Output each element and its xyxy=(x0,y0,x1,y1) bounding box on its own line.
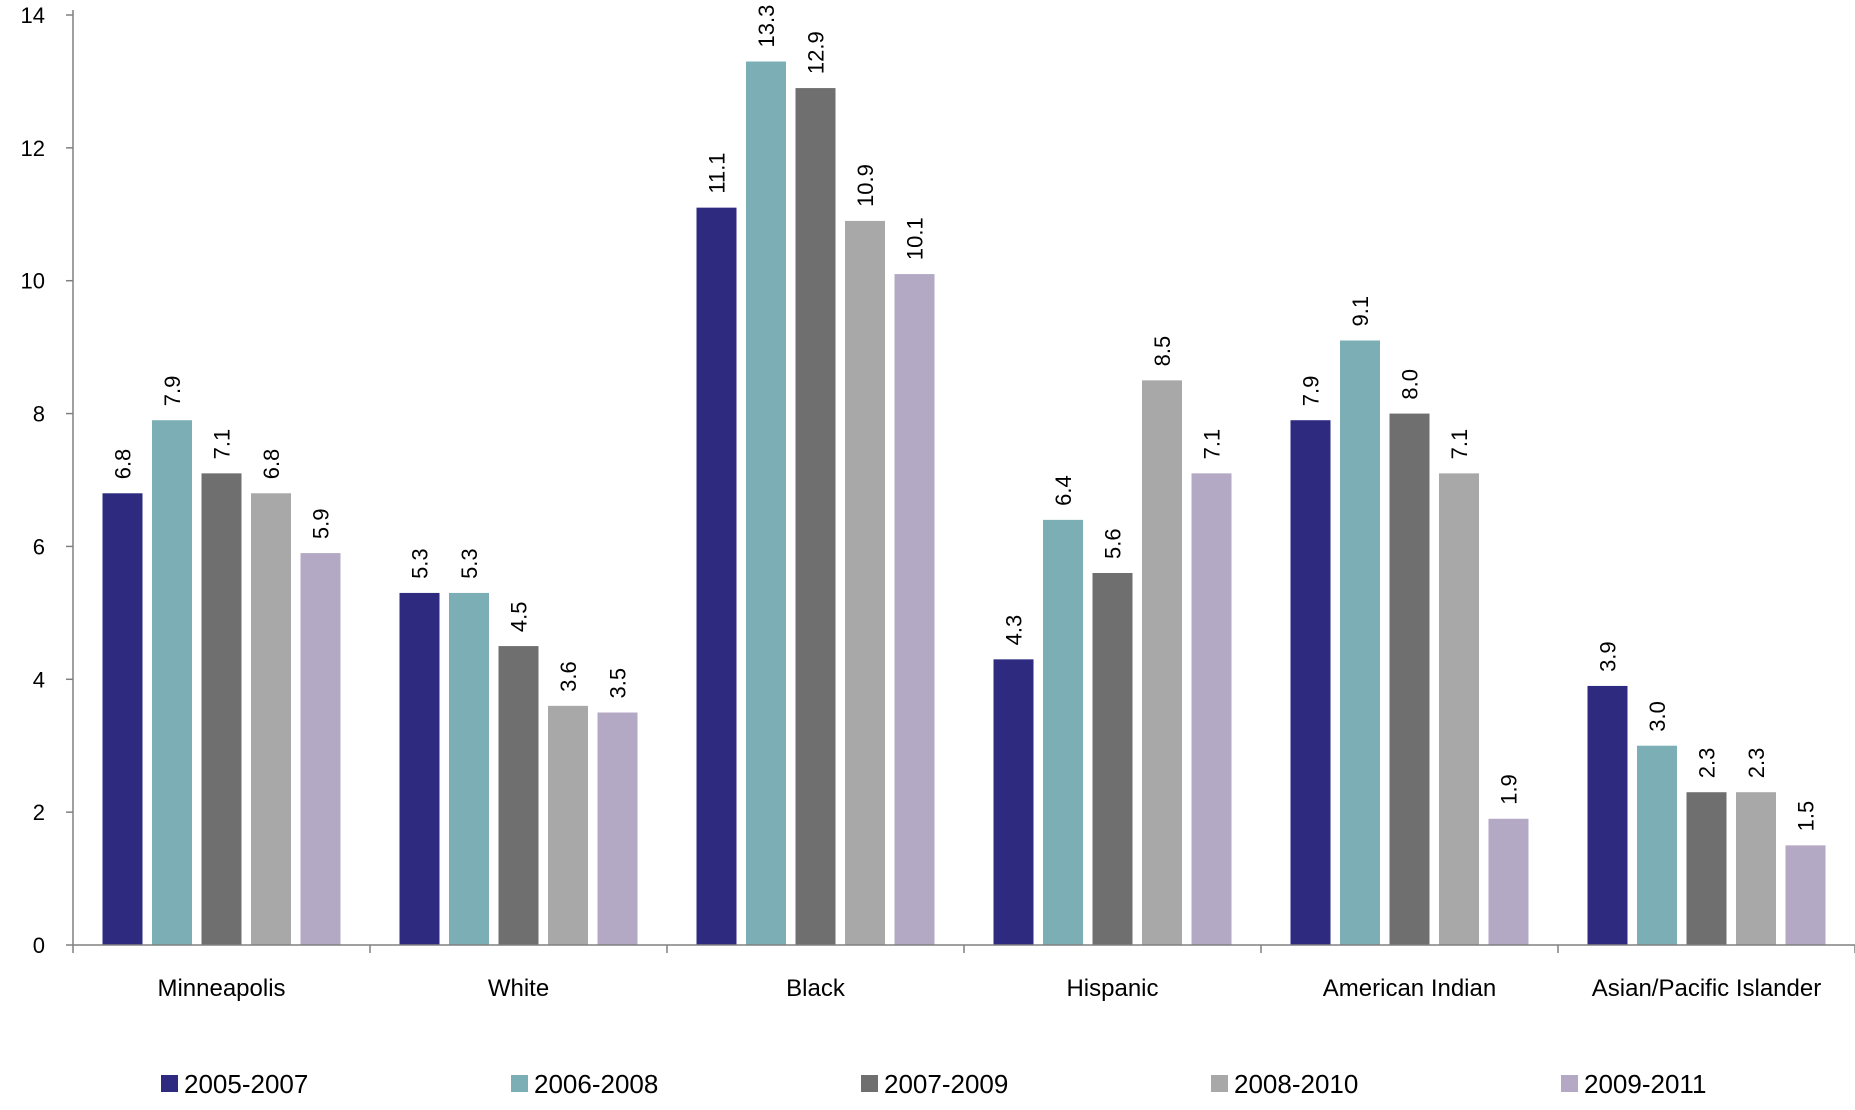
bar xyxy=(1637,745,1677,945)
bar xyxy=(1587,685,1628,945)
bar xyxy=(1785,845,1826,945)
y-tick-label: 14 xyxy=(21,3,45,28)
data-label: 6.8 xyxy=(111,449,136,480)
data-label: 7.9 xyxy=(1299,376,1324,407)
bar xyxy=(894,274,935,946)
bar xyxy=(993,659,1034,945)
bar xyxy=(845,220,885,945)
legend-entry: 2009-2011 xyxy=(1584,1069,1706,1099)
data-label: 3.0 xyxy=(1645,701,1670,732)
x-tick-label: White xyxy=(488,975,549,1002)
data-label: 6.8 xyxy=(259,449,284,480)
bar xyxy=(251,493,291,945)
bar xyxy=(399,592,440,945)
bar xyxy=(1736,792,1776,945)
data-label: 11.1 xyxy=(705,152,730,193)
data-label: 4.5 xyxy=(507,601,532,632)
bar xyxy=(1488,818,1529,945)
legend-swatch xyxy=(161,1075,178,1092)
data-label: 10.9 xyxy=(853,164,878,207)
data-label: 7.1 xyxy=(1200,429,1225,460)
data-label: 7.1 xyxy=(210,429,235,460)
bar xyxy=(1191,473,1232,945)
data-label: 12.9 xyxy=(804,31,829,74)
bar xyxy=(1389,413,1430,946)
x-tick-label: Asian/Pacific Islander xyxy=(1592,975,1821,1002)
data-label: 7.9 xyxy=(160,376,185,407)
bar xyxy=(696,207,737,946)
bar xyxy=(1142,380,1182,945)
bar xyxy=(1290,420,1331,945)
bar xyxy=(1092,573,1133,945)
legend-entry: 2008-2010 xyxy=(1234,1069,1358,1099)
data-label: 2.3 xyxy=(1744,748,1769,779)
data-label: 1.5 xyxy=(1794,801,1819,832)
data-labels: 6.8 7.9 7.1 6.8 5.9 5.3 5.3 4.5 3.6 3.5 11.1 13.3 12… xyxy=(111,5,1819,832)
data-label: 3.6 xyxy=(556,661,581,692)
data-label: 3.9 xyxy=(1596,641,1621,672)
bar xyxy=(1043,519,1083,945)
data-label: 7.1 xyxy=(1447,429,1472,460)
bar xyxy=(201,473,242,945)
bar xyxy=(1439,473,1479,945)
data-label: 5.6 xyxy=(1101,528,1126,559)
x-tick-label: Black xyxy=(786,975,846,1002)
y-tick-label: 2 xyxy=(33,800,45,825)
x-tick-label: American Indian xyxy=(1323,975,1496,1002)
bar xyxy=(1340,340,1380,945)
legend-entry: 2006-2008 xyxy=(534,1069,658,1099)
legend-swatch xyxy=(1561,1075,1578,1092)
y-axis: 0 2 4 6 8 10 12 14 xyxy=(21,3,74,958)
y-tick-label: 4 xyxy=(33,667,45,692)
x-axis: Minneapolis White Black Hispanic American In… xyxy=(72,944,1855,1002)
data-label: 10.1 xyxy=(903,217,928,260)
bar xyxy=(795,88,836,946)
data-label: 5.3 xyxy=(457,548,482,579)
legend-swatch xyxy=(1211,1075,1228,1092)
y-tick-label: 8 xyxy=(33,402,45,427)
data-label: 9.1 xyxy=(1348,296,1373,327)
legend-swatch xyxy=(861,1075,878,1092)
x-tick-label: Minneapolis xyxy=(157,975,285,1002)
bar xyxy=(1686,792,1727,945)
x-tick-label: Hispanic xyxy=(1066,975,1158,1002)
data-label: 5.3 xyxy=(408,548,433,579)
y-tick-label: 6 xyxy=(33,534,45,559)
y-tick-label: 10 xyxy=(21,269,45,294)
data-label: 1.9 xyxy=(1497,774,1522,805)
y-tick-label: 12 xyxy=(21,136,45,161)
data-label: 13.3 xyxy=(754,5,779,48)
data-label: 2.3 xyxy=(1695,748,1720,779)
data-label: 8.0 xyxy=(1398,369,1423,400)
y-tick-label: 0 xyxy=(33,933,45,958)
legend: 2005-2007 2006-2008 2007-2009 2008-2010 2009… xyxy=(161,1069,1706,1099)
bar xyxy=(597,712,638,945)
legend-entry: 2005-2007 xyxy=(184,1069,308,1099)
legend-swatch xyxy=(511,1075,528,1092)
bar xyxy=(746,61,786,945)
data-label: 4.3 xyxy=(1002,615,1027,646)
bar xyxy=(498,646,539,945)
data-label: 3.5 xyxy=(606,668,631,699)
bars xyxy=(102,61,1826,946)
bar xyxy=(102,493,143,945)
data-label: 6.4 xyxy=(1051,475,1076,506)
data-label: 8.5 xyxy=(1150,336,1175,367)
legend-entry: 2007-2009 xyxy=(884,1069,1008,1099)
bar xyxy=(300,553,341,945)
bar xyxy=(152,420,192,945)
data-label: 5.9 xyxy=(309,508,334,539)
bar xyxy=(449,592,489,945)
bar xyxy=(548,705,588,945)
